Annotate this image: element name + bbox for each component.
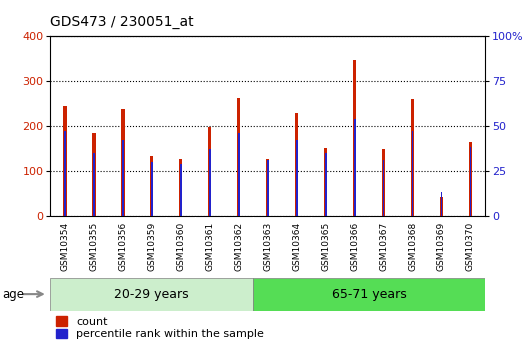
Bar xyxy=(353,60,356,216)
Bar xyxy=(209,149,210,216)
Bar xyxy=(150,156,154,216)
Text: GSM10368: GSM10368 xyxy=(408,222,417,271)
Bar xyxy=(266,159,269,216)
Bar xyxy=(440,192,443,216)
Text: GSM10363: GSM10363 xyxy=(263,222,272,271)
Bar xyxy=(208,127,211,216)
Text: GSM10364: GSM10364 xyxy=(292,222,301,271)
Bar xyxy=(237,98,241,216)
Bar xyxy=(267,160,269,216)
Bar xyxy=(295,114,298,216)
Bar xyxy=(122,140,123,216)
Text: GSM10367: GSM10367 xyxy=(379,222,388,271)
Bar xyxy=(382,149,385,216)
Text: GSM10365: GSM10365 xyxy=(321,222,330,271)
Bar xyxy=(412,131,413,216)
Bar xyxy=(440,197,443,216)
Legend: count, percentile rank within the sample: count, percentile rank within the sample xyxy=(56,316,264,339)
Text: GSM10362: GSM10362 xyxy=(234,222,243,271)
Bar xyxy=(383,160,384,216)
Bar xyxy=(180,164,182,216)
Bar xyxy=(470,147,471,216)
Text: GSM10370: GSM10370 xyxy=(466,222,475,271)
Text: age: age xyxy=(3,288,25,300)
Text: 65-71 years: 65-71 years xyxy=(332,288,407,300)
Bar xyxy=(354,119,356,216)
Text: GSM10354: GSM10354 xyxy=(60,222,69,271)
Text: GSM10356: GSM10356 xyxy=(118,222,127,271)
Text: GSM10361: GSM10361 xyxy=(205,222,214,271)
Bar xyxy=(469,141,472,216)
Bar xyxy=(179,159,182,216)
Text: GSM10360: GSM10360 xyxy=(176,222,185,271)
Text: 20-29 years: 20-29 years xyxy=(114,288,189,300)
Bar xyxy=(325,153,326,216)
Text: GDS473 / 230051_at: GDS473 / 230051_at xyxy=(50,15,194,29)
Bar xyxy=(63,106,67,216)
Bar xyxy=(324,148,328,216)
Bar xyxy=(296,140,297,216)
Bar xyxy=(121,109,125,216)
Bar xyxy=(253,278,485,310)
Bar xyxy=(93,153,95,216)
Bar xyxy=(151,162,153,216)
Bar xyxy=(92,132,95,216)
Text: GSM10355: GSM10355 xyxy=(90,222,98,271)
Text: GSM10369: GSM10369 xyxy=(437,222,446,271)
Text: GSM10366: GSM10366 xyxy=(350,222,359,271)
Bar xyxy=(411,99,414,216)
Bar xyxy=(64,131,66,216)
Text: GSM10359: GSM10359 xyxy=(147,222,156,271)
Bar xyxy=(50,278,253,310)
Bar xyxy=(238,133,240,216)
